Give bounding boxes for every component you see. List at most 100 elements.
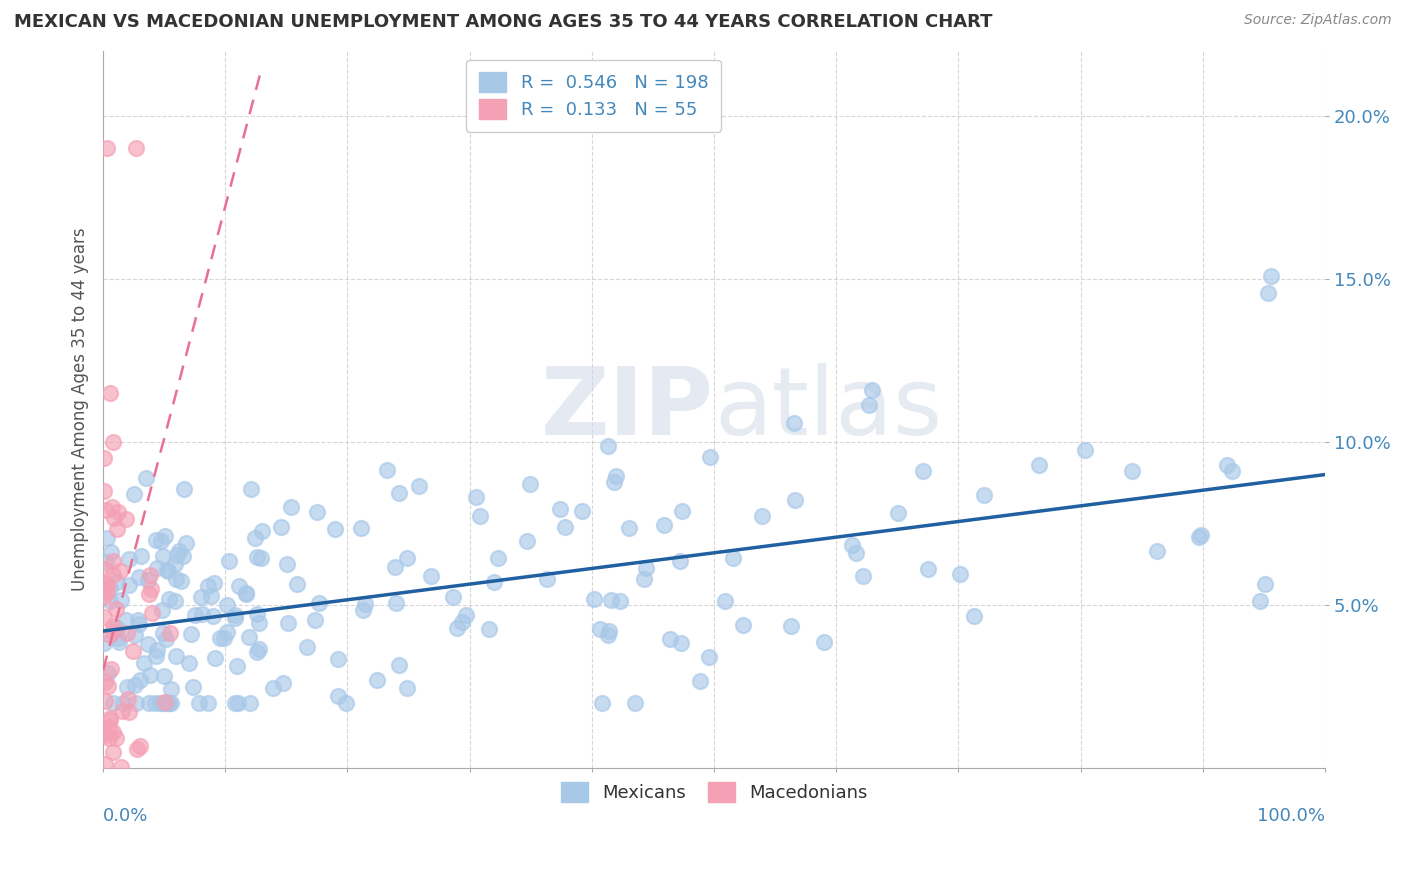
Point — [636, 561, 658, 575]
Point — [478, 622, 501, 636]
Point — [135, 470, 157, 484]
Point — [152, 549, 174, 563]
Point — [97, 731, 120, 745]
Point — [103, 745, 125, 759]
Point — [96, 503, 118, 517]
Point — [98, 721, 121, 735]
Point — [93, 694, 115, 708]
Point — [845, 546, 868, 560]
Point — [98, 386, 121, 401]
Point — [155, 695, 177, 709]
Point — [516, 533, 538, 548]
Point — [352, 603, 374, 617]
Point — [172, 549, 194, 563]
Point — [1260, 269, 1282, 284]
Point — [188, 696, 211, 710]
Point — [197, 696, 219, 710]
Point — [714, 593, 737, 607]
Point — [93, 725, 115, 739]
Point — [973, 488, 995, 502]
Point — [605, 469, 627, 483]
Point — [1028, 458, 1050, 473]
Point — [98, 713, 121, 727]
Point — [101, 434, 124, 449]
Text: 0.0%: 0.0% — [103, 807, 149, 825]
Point — [93, 451, 115, 466]
Point — [228, 579, 250, 593]
Point — [108, 564, 131, 578]
Point — [1254, 576, 1277, 591]
Point — [276, 557, 298, 571]
Point — [139, 668, 162, 682]
Point — [105, 574, 128, 589]
Point — [911, 464, 934, 478]
Point — [277, 616, 299, 631]
Point — [247, 616, 270, 631]
Point — [451, 615, 474, 629]
Point — [201, 608, 224, 623]
Point — [101, 568, 124, 582]
Point — [122, 487, 145, 501]
Point — [93, 636, 115, 650]
Point — [349, 521, 371, 535]
Point — [235, 586, 257, 600]
Point — [104, 731, 127, 746]
Point — [1216, 458, 1239, 473]
Point — [181, 680, 204, 694]
Point — [588, 623, 610, 637]
Point — [366, 673, 388, 688]
Point — [669, 554, 692, 568]
Point — [128, 739, 150, 754]
Point — [165, 557, 187, 571]
Point — [110, 760, 132, 774]
Point — [93, 582, 115, 596]
Point — [104, 602, 127, 616]
Point — [93, 483, 115, 498]
Point — [150, 534, 173, 549]
Point — [295, 640, 318, 655]
Point — [129, 673, 152, 687]
Point — [166, 548, 188, 562]
Point — [155, 696, 177, 710]
Text: atlas: atlas — [714, 363, 942, 455]
Y-axis label: Unemployment Among Ages 35 to 44 years: Unemployment Among Ages 35 to 44 years — [72, 227, 89, 591]
Point — [153, 529, 176, 543]
Point — [326, 689, 349, 703]
Point — [633, 572, 655, 586]
Point — [1188, 530, 1211, 544]
Point — [699, 450, 721, 464]
Point — [204, 650, 226, 665]
Point — [240, 482, 263, 496]
Point — [94, 675, 117, 690]
Point — [238, 630, 260, 644]
Point — [1074, 442, 1097, 457]
Point — [917, 562, 939, 576]
Point — [127, 742, 149, 756]
Point — [98, 627, 121, 641]
Point — [482, 575, 505, 590]
Point — [603, 475, 626, 489]
Point — [160, 681, 183, 696]
Point — [243, 531, 266, 545]
Point — [134, 656, 156, 670]
Point — [218, 553, 240, 567]
Point — [239, 696, 262, 710]
Point — [598, 627, 620, 641]
Point — [554, 520, 576, 534]
Point — [470, 508, 492, 523]
Point — [1220, 464, 1243, 478]
Point — [125, 696, 148, 710]
Point — [785, 492, 807, 507]
Point — [139, 568, 162, 582]
Point — [96, 584, 118, 599]
Point — [385, 596, 408, 610]
Point — [215, 624, 238, 639]
Point — [98, 711, 121, 725]
Point — [598, 624, 620, 639]
Point — [114, 613, 136, 627]
Point — [519, 477, 541, 491]
Point — [852, 569, 875, 583]
Point — [93, 590, 115, 604]
Point — [115, 680, 138, 694]
Point — [659, 632, 682, 646]
